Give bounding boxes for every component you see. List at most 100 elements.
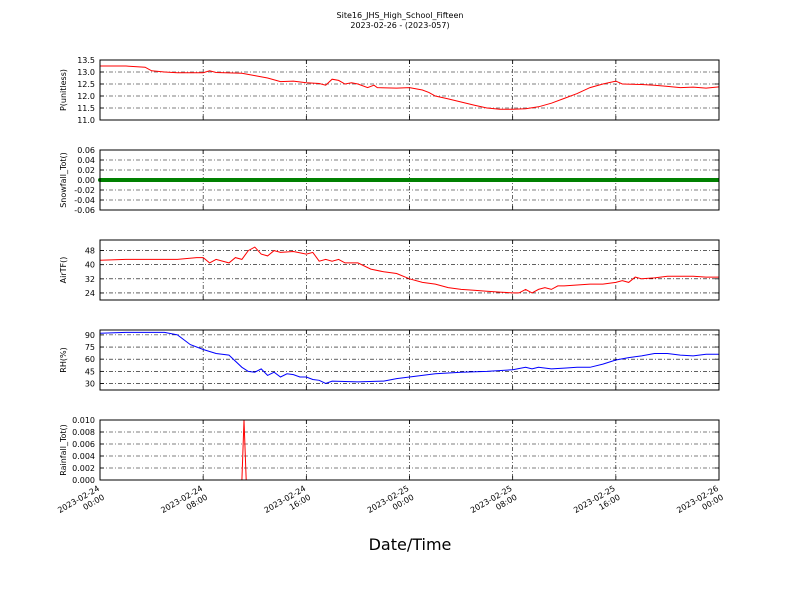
series-point [258,178,262,182]
series-point [430,178,434,182]
y-tick-label: -0.06 [74,206,95,215]
series-point [434,178,438,182]
series-point [326,178,330,182]
series-point [402,178,406,182]
series-point [602,178,606,182]
series-point [534,178,538,182]
series-point [374,178,378,182]
series-point [338,178,342,182]
series-point [482,178,486,182]
series-point [370,178,374,182]
series-point [574,178,578,182]
series-point [138,178,142,182]
y-axis-label: P(unitless) [59,69,68,111]
series-point [466,178,470,182]
series-point [490,178,494,182]
series-point [322,178,326,182]
panel-frame [99,149,720,211]
series-point [634,178,638,182]
panel-frame [99,329,720,391]
series-point [418,178,422,182]
series-point [618,178,622,182]
panel-1: 11.0 11.5 12.0 12.5 13.0 13.5 P(unitless) [59,56,720,125]
series-point [158,178,162,182]
series-point [582,178,586,182]
y-tick-label: 60 [85,355,95,364]
series-point [274,178,278,182]
panel-2: -0.06-0.04-0.020.000.020.040.06 Snowfall_… [59,146,720,215]
series-point [450,178,454,182]
y-tick-label: 0.04 [77,156,95,165]
series-point [194,178,198,182]
y-tick-label: -0.04 [74,196,95,205]
series-point [166,178,170,182]
series-point [670,178,674,182]
series-point [198,178,202,182]
series-point [386,178,390,182]
y-tick-label: 0.00 [77,176,95,185]
series-point [302,178,306,182]
y-tick-label: 0.002 [72,464,95,473]
series-point [698,178,702,182]
y-tick-label: 24 [85,289,95,298]
series-point [630,178,634,182]
panel-frame [99,239,720,301]
series-point [666,178,670,182]
series-point [518,178,522,182]
y-tick-label: 0.010 [72,416,95,425]
series-point [254,178,258,182]
series-point [162,178,166,182]
series-point [310,178,314,182]
y-tick-label: 90 [85,331,95,340]
series-point [210,178,214,182]
y-tick-label: 11.5 [77,104,95,113]
series-point [354,178,358,182]
series-point [614,178,618,182]
series-point [366,178,370,182]
series-point [214,178,218,182]
series-point [350,178,354,182]
series-point [714,178,718,182]
series-point [298,178,302,182]
series-point [178,178,182,182]
panel-5: 0.000 0.002 0.004 0.006 0.008 0.010 Rainfall_T… [59,416,720,485]
series-point [526,178,530,182]
series-point [186,178,190,182]
series-point [710,178,714,182]
series-point [410,178,414,182]
panel-frame [99,419,720,481]
series-point [234,178,238,182]
chart-subtitle: 2023-02-26 - (2023-057) [350,21,449,30]
y-tick-label: 0.02 [77,166,95,175]
y-tick-label: 0.000 [72,476,95,485]
series-point [462,178,466,182]
series-point [442,178,446,182]
series-point [182,178,186,182]
series-point [422,178,426,182]
y-tick-label: 13.5 [77,56,95,65]
series-point [654,178,658,182]
series-point [690,178,694,182]
series-point [678,178,682,182]
y-axis-label: AirTF() [59,257,68,284]
series-point [578,178,582,182]
series-point [382,178,386,182]
series-point [218,178,222,182]
series-point [606,178,610,182]
series-point [570,178,574,182]
series-point [330,178,334,182]
series-point [170,178,174,182]
series-point [398,178,402,182]
series-point [638,178,642,182]
series-point [550,178,554,182]
series-point [694,178,698,182]
series-point [406,178,410,182]
series-point [446,178,450,182]
series-point [650,178,654,182]
series-point [502,178,506,182]
